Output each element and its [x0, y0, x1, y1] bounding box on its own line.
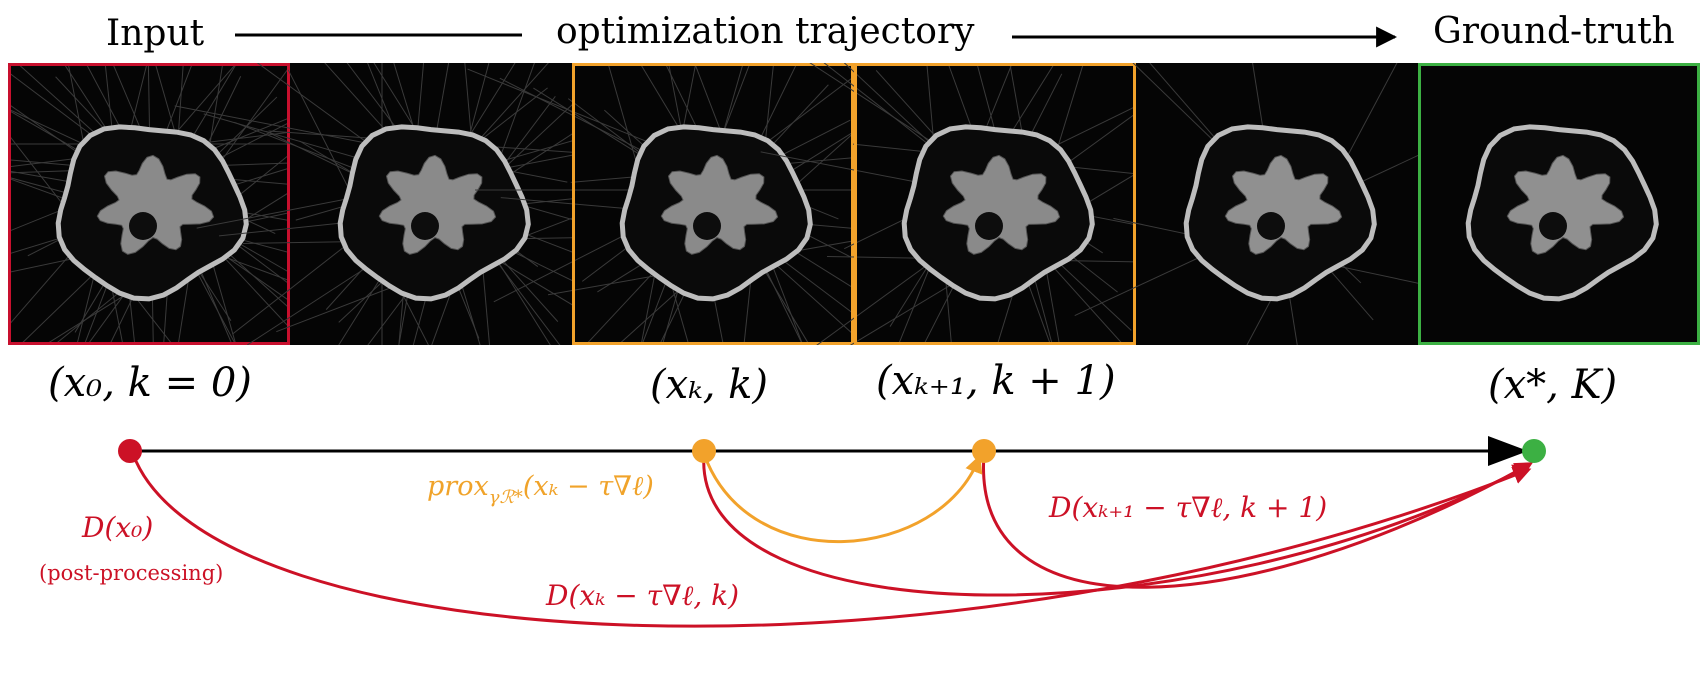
frame-highlight-border [8, 63, 290, 345]
ventricle [975, 212, 1003, 240]
ventricle [1539, 212, 1567, 240]
label-prox-sub: γℛ* [489, 487, 523, 508]
frame-2 [467, 63, 970, 345]
trajectory-arrowhead [1488, 436, 1528, 466]
label-prox-name: prox [427, 471, 489, 502]
frame-4 [1074, 63, 1505, 345]
ground-truth-header: Ground-truth [1433, 11, 1675, 52]
label-xk1: (xₖ₊₁, k + 1) [876, 358, 1116, 404]
curve-d-xk [702, 453, 1532, 597]
label-post-processing: (post-processing) [39, 561, 223, 585]
frame-highlight-border [1418, 63, 1700, 345]
node-xstar [1522, 439, 1546, 463]
label-d-xk: D(xₖ − τ∇ℓ, k) [545, 579, 739, 612]
brain-tissue [378, 154, 497, 255]
label-prox-arg: (xₖ − τ∇ℓ) [523, 471, 654, 502]
node-xk [692, 439, 716, 463]
frame-highlight-border [572, 63, 854, 345]
ventricle [693, 212, 721, 240]
ventricle [129, 212, 157, 240]
brain-tissue [1224, 154, 1343, 255]
label-d-xk1: D(xₖ₊₁ − τ∇ℓ, k + 1) [1048, 491, 1327, 524]
trajectory-header: optimization trajectory [556, 11, 975, 52]
brain-tissue [1506, 154, 1625, 255]
ventricle [411, 212, 439, 240]
label-xstar: (x*, K) [1488, 362, 1617, 408]
ventricle [1257, 212, 1285, 240]
curve-d-x0 [131, 453, 1532, 628]
label-d-x0: D(x₀) [81, 511, 153, 544]
curve-prox [702, 453, 983, 544]
brain-tissue [942, 154, 1061, 255]
brain-tissue [96, 154, 215, 255]
node-xk1 [972, 439, 996, 463]
brain-tissue [660, 154, 779, 255]
frame-5 [1418, 63, 1700, 345]
frame-highlight-border [854, 63, 1136, 345]
curve-d-xk1 [982, 453, 1534, 589]
label-xk: (xₖ, k) [650, 362, 768, 408]
frame-1 [174, 63, 681, 345]
label-prox: proxγℛ*(xₖ − τ∇ℓ) [427, 471, 654, 508]
image-strip [8, 63, 1700, 345]
label-x0: (x₀, k = 0) [48, 360, 252, 406]
input-header: Input [106, 13, 205, 54]
node-x0 [118, 439, 142, 463]
